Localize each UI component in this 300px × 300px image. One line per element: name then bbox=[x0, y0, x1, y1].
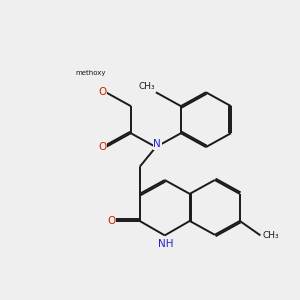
Text: O: O bbox=[107, 216, 115, 226]
Text: CH₃: CH₃ bbox=[139, 82, 155, 91]
Text: NH: NH bbox=[158, 239, 174, 249]
Text: N: N bbox=[154, 139, 161, 149]
Text: CH₃: CH₃ bbox=[262, 231, 279, 240]
Text: O: O bbox=[98, 87, 106, 97]
Text: O: O bbox=[98, 142, 106, 152]
Text: methoxy: methoxy bbox=[76, 70, 106, 76]
